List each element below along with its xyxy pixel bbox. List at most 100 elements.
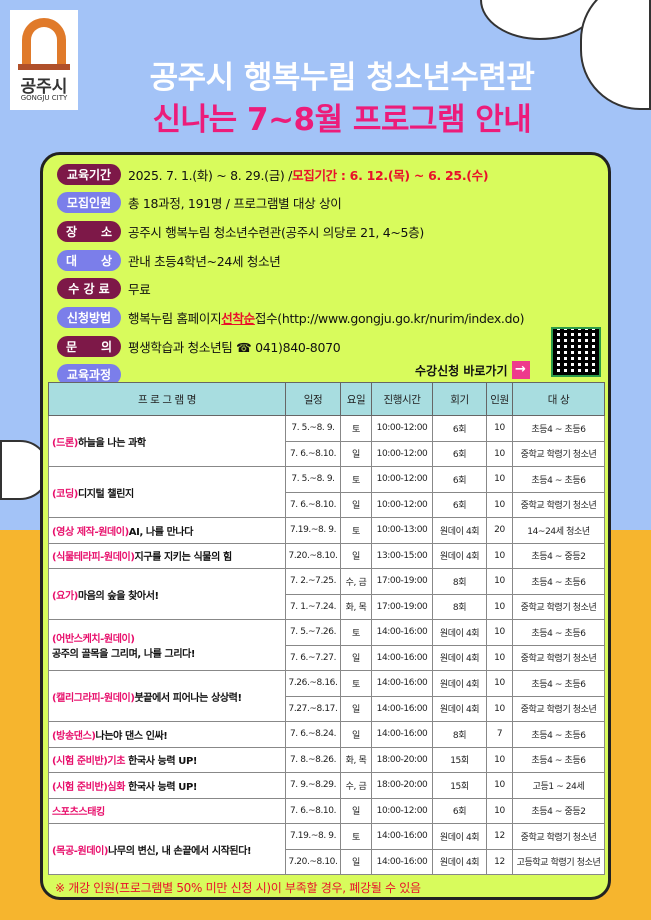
cell-target: 고등학교 학령기 청소년 <box>512 848 605 875</box>
program-title: 한국사 능력 UP! <box>125 756 198 768</box>
cell-sessions: 원데이 4회 <box>432 517 487 544</box>
cell-schedule: 7. 5.~8. 9. <box>285 466 341 493</box>
cell-capacity: 20 <box>486 517 513 544</box>
cell-time: 14:00-16:00 <box>371 644 433 671</box>
program-name: (요가)마음의 숲을 찾아서! <box>48 568 286 620</box>
cell-day: 일 <box>340 797 372 824</box>
program-title: 나는야 댄스 인싸! <box>95 730 168 742</box>
cell-target: 초등4 ~ 초등6 <box>512 670 605 697</box>
cell-target: 초등4 ~ 초등6 <box>512 466 605 493</box>
cell-target: 초등4 ~ 초등6 <box>512 721 605 748</box>
program-title: 하늘을 나는 과학 <box>77 437 146 449</box>
info-label: 장 소 <box>57 220 121 242</box>
info-row: 모집인원 총 18과정, 191명 / 프로그램별 대상 상이 <box>57 192 342 214</box>
program-title: 한국사 능력 UP! <box>125 781 198 793</box>
cell-time: 10:00-12:00 <box>371 440 433 467</box>
cell-day: 일 <box>340 440 372 467</box>
program-name: (캘리그라피-원데이)붓끝에서 피어나는 상상력! <box>48 670 286 722</box>
cell-target: 초등4 ~ 중등2 <box>512 542 605 569</box>
cell-capacity: 10 <box>486 415 513 442</box>
table-row: 7. 1.~7.24. 화, 목 17:00-19:00 8회 10 중학교 학령기 청소… <box>49 593 605 620</box>
table-row: 스포츠스태킹 7. 6.~8.10. 일 10:00-12:00 6회 10 초등4 ~ 중… <box>48 797 605 824</box>
info-text: 2025. 7. 1.(화) ~ 8. 29.(금) / <box>128 167 293 183</box>
program-category: (식물테라피-원데이) <box>52 552 135 564</box>
arrow-right-icon: → <box>511 361 530 379</box>
table-row: (목공-원데이)나무의 변신, 내 손끝에서 시작된다! 7.19.~8. 9. 토… <box>48 823 605 875</box>
cell-schedule: 7. 8.~8.26. <box>285 746 341 773</box>
table-row: (드론)하늘을 나는 과학 7. 5.~8. 9. 토 10:00-12:00 6회 10… <box>48 415 605 467</box>
info-row: 교육기간 2025. 7. 1.(화) ~ 8. 29.(금) / 모집기간 : … <box>57 163 489 185</box>
cell-target: 중학교 학령기 청소년 <box>512 440 605 467</box>
info-text: 총 18과정, 191명 / 프로그램별 대상 상이 <box>128 196 342 212</box>
cell-schedule: 7. 6.~8.10. <box>285 440 341 467</box>
cell-target: 중학교 학령기 청소년 <box>512 491 605 518</box>
cell-target: 초등4 ~ 초등6 <box>512 619 605 646</box>
cell-sessions: 8회 <box>432 568 487 595</box>
program-name: (영상 제작-원데이)AI, 나를 만나다 <box>48 517 286 544</box>
cell-day: 토 <box>340 415 372 442</box>
cell-day: 일 <box>340 491 372 518</box>
program-name: (시험 준비반)기초 한국사 능력 UP! <box>48 746 286 773</box>
cell-time: 14:00-16:00 <box>371 721 433 748</box>
cell-sessions: 6회 <box>432 466 487 493</box>
cell-sessions: 원데이 4회 <box>432 619 487 646</box>
cell-time: 10:00-12:00 <box>371 466 433 493</box>
program-title: 나무의 변신, 내 손끝에서 시작된다! <box>108 845 252 857</box>
cell-target: 중학교 학령기 청소년 <box>512 695 605 722</box>
cell-sessions: 15회 <box>432 772 487 799</box>
cell-time: 13:00-15:00 <box>371 542 433 569</box>
info-label: 교육기간 <box>57 163 121 185</box>
program-table: 프 로 그 램 명 일정 요일 진행시간 회기 인원 대 상 (드론)하늘을 나는 과학 7. … <box>48 382 605 875</box>
cell-time: 14:00-16:00 <box>371 619 433 646</box>
cancellation-note: ※ 개강 인원(프로그램별 50% 미만 신청 시)이 부족할 경우, 폐강될 … <box>55 881 421 895</box>
cell-target: 14~24세 청소년 <box>512 517 605 544</box>
cell-sessions: 원데이 4회 <box>432 644 487 671</box>
table-row: 7. 6.~8.10. 일 10:00-12:00 6회 10 중학교 학령기 청소년 <box>49 491 605 518</box>
cell-capacity: 10 <box>486 568 513 595</box>
info-text: 공주시 행복누림 청소년수련관(공주시 의당로 21, 4~5층) <box>128 224 424 240</box>
program-category: (시험 준비반)심화 <box>52 781 126 793</box>
info-row: 문 의 평생학습과 청소년팀 ☎ 041)840-8070 <box>57 335 341 357</box>
cell-time: 17:00-19:00 <box>371 593 433 620</box>
table-row: (방송댄스)나는야 댄스 인싸! 7. 6.~8.24. 일 14:00-16:00 8… <box>48 721 605 748</box>
column-header: 진행시간 <box>371 382 433 416</box>
program-category: (어반스케치-원데이) <box>52 634 135 645</box>
cell-sessions: 원데이 4회 <box>432 848 487 875</box>
cell-target: 초등4 ~ 초등6 <box>512 568 605 595</box>
program-name: 스포츠스태킹 <box>48 797 286 824</box>
info-label: 교육과정 <box>57 364 121 386</box>
cell-sessions: 6회 <box>432 491 487 518</box>
program-title: 마음의 숲을 찾아서! <box>77 590 159 602</box>
program-name: (드론)하늘을 나는 과학 <box>48 415 286 467</box>
gongju-city-logo: 공주시 GONGJU CITY <box>10 10 78 110</box>
cell-time: 14:00-16:00 <box>371 670 433 697</box>
cell-day: 토 <box>340 670 372 697</box>
table-row: (시험 준비반)심화 한국사 능력 UP! 7. 9.~8.29. 수, 금 18:0… <box>48 772 605 799</box>
cell-day: 일 <box>340 695 372 722</box>
info-row: 교육과정 <box>57 364 128 386</box>
cell-target: 중학교 학령기 청소년 <box>512 823 605 850</box>
cell-capacity: 10 <box>486 746 513 773</box>
apply-link[interactable]: 수강신청 바로가기 → <box>415 361 530 379</box>
cell-sessions: 원데이 4회 <box>432 695 487 722</box>
info-label: 대 상 <box>57 249 121 271</box>
cell-day: 일 <box>340 644 372 671</box>
cell-schedule: 7.20.~8.10. <box>285 542 341 569</box>
cell-sessions: 원데이 4회 <box>432 823 487 850</box>
table-row: 7. 6.~8.10. 일 10:00-12:00 6회 10 중학교 학령기 청소년 <box>49 440 605 467</box>
cell-day: 수, 금 <box>340 568 372 595</box>
program-title: 지구를 지키는 식물의 힘 <box>134 552 233 564</box>
cell-capacity: 10 <box>486 772 513 799</box>
info-label: 모집인원 <box>57 192 121 214</box>
program-name: (목공-원데이)나무의 변신, 내 손끝에서 시작된다! <box>48 823 286 875</box>
cell-capacity: 12 <box>486 823 513 850</box>
program-category: (코딩) <box>52 488 78 500</box>
cell-schedule: 7. 6.~8.24. <box>285 721 341 748</box>
cell-schedule: 7. 6.~8.10. <box>285 797 341 824</box>
column-header: 일정 <box>285 382 341 416</box>
cell-day: 일 <box>340 542 372 569</box>
cell-day: 일 <box>340 848 372 875</box>
cell-capacity: 10 <box>486 491 513 518</box>
column-header: 대 상 <box>512 382 605 416</box>
qr-code[interactable] <box>551 327 601 377</box>
